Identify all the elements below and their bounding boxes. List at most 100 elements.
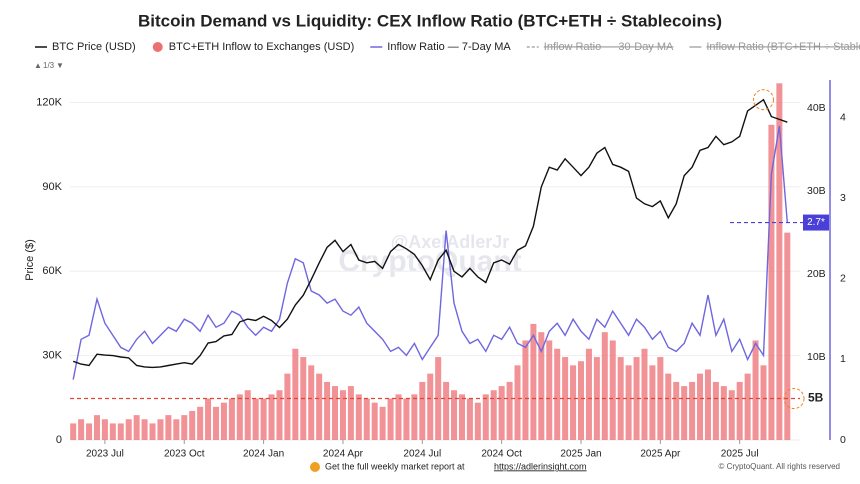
y2-tick-label: 10B [807, 351, 826, 363]
inflow-bar [744, 373, 751, 440]
inflow-bar [181, 415, 188, 440]
inflow-bar [220, 402, 227, 440]
current-level-box [803, 214, 829, 231]
inflow-bar [173, 419, 180, 440]
legend-item[interactable]: BTC+ETH Inflow to Exchanges (USD) [152, 41, 355, 53]
inflow-bar [585, 348, 592, 440]
inflow-bar [252, 398, 259, 440]
inflow-bar [157, 419, 164, 440]
inflow-bar [268, 394, 275, 440]
inflow-bar [419, 381, 426, 440]
inflow-bar [554, 348, 561, 440]
inflow-bar [498, 386, 505, 440]
inflow-bar [443, 381, 450, 440]
copyright: © CryptoQuant. All rights reserved [719, 462, 841, 471]
pager: 1/3 [43, 61, 55, 70]
inflow-bar [244, 390, 251, 440]
inflow-bar [689, 381, 696, 440]
inflow-bar [363, 398, 370, 440]
inflow-bar [141, 419, 148, 440]
inflow-bar [768, 124, 775, 440]
inflow-bar [760, 365, 767, 440]
legend-label: BTC Price (USD) [52, 41, 136, 53]
inflow-bar [411, 394, 418, 440]
inflow-bar [292, 348, 299, 440]
inflow-bar [205, 398, 212, 440]
inflow-bar [562, 357, 569, 440]
inflow-bar [617, 357, 624, 440]
inflow-bar [673, 381, 680, 440]
inflow-bar [458, 394, 465, 440]
inflow-bar [577, 361, 585, 440]
inflow-bar [546, 340, 553, 440]
inflow-bar [308, 365, 315, 440]
y-tick-label: 0 [56, 434, 62, 446]
inflow-bar [697, 373, 704, 440]
inflow-bar [681, 386, 688, 440]
inflow-bar [712, 381, 719, 440]
inflow-bar [379, 406, 386, 440]
x-tick-label: 2024 Jan [243, 449, 284, 460]
inflow-bar [403, 398, 410, 440]
legend-label: Inflow Ratio — 30-Day MA [544, 41, 674, 53]
inflow-bar [784, 232, 791, 440]
footer-text: Get the full weekly market report at [325, 461, 465, 471]
watermark: @AxelAdlerJr [391, 232, 510, 252]
inflow-bar [149, 423, 156, 440]
y-tick-label: 60K [42, 265, 62, 277]
x-tick-label: 2025 Apr [640, 449, 681, 460]
inflow-bar [324, 381, 331, 440]
inflow-bar [86, 423, 93, 440]
inflow-bar [601, 332, 608, 440]
inflow-bar [633, 357, 640, 440]
plot-background [70, 102, 800, 441]
inflow-bar [538, 332, 545, 440]
x-tick-label: 2025 Jul [721, 449, 759, 460]
y3-tick-label: 3 [840, 192, 846, 204]
threshold-label: 5B [808, 391, 824, 405]
inflow-bar [466, 398, 473, 440]
pager-down[interactable]: ▼ [56, 61, 64, 70]
watermark: CryptoQuant [338, 245, 521, 278]
current-level-label: 2.7* [807, 217, 825, 228]
inflow-bar [530, 323, 537, 440]
inflow-bar [93, 415, 100, 440]
inflow-bar [609, 340, 616, 440]
y2-tick-label: 40B [807, 102, 826, 114]
y2-tick-label: 30B [807, 185, 826, 197]
legend-item[interactable]: BTC Price (USD) [35, 41, 136, 53]
inflow-bar [332, 386, 339, 440]
inflow-bar [704, 369, 711, 440]
inflow-bar [665, 373, 672, 440]
inflow-bar [236, 394, 243, 440]
inflow-bar [427, 373, 434, 440]
inflow-bar [490, 390, 497, 440]
inflow-bar [625, 365, 632, 440]
legend-item[interactable]: Inflow Ratio — 7-Day MA [370, 41, 511, 53]
inflow-bar [752, 340, 759, 440]
inflow-bar [101, 419, 108, 440]
pager-up[interactable]: ▲ [34, 61, 42, 70]
legend-swatch [152, 42, 163, 52]
x-tick-label: 2023 Jul [86, 449, 124, 460]
y-tick-label: 90K [42, 181, 62, 193]
series-line [72, 98, 788, 369]
inflow-bar [506, 381, 513, 440]
inflow-bar [276, 390, 283, 440]
x-tick-label: 2023 Oct [164, 449, 205, 460]
y3-tick-label: 1 [840, 353, 846, 365]
footer-icon [310, 462, 320, 472]
inflow-bar [70, 423, 77, 440]
y2-tick-label: 20B [807, 268, 826, 280]
highlight-circle [783, 388, 805, 410]
footer-link[interactable]: https://adlerinsight.com [494, 461, 587, 471]
y3-tick-label: 4 [840, 112, 846, 124]
legend-item[interactable]: Inflow Ratio — 30-Day MA [526, 41, 674, 53]
chart-title: Bitcoin Demand vs Liquidity: CEX Inflow … [138, 11, 722, 30]
inflow-bar [482, 394, 489, 440]
legend-item[interactable]: Inflow Ratio (BTC+ETH ÷ Stablecoins) [689, 41, 860, 53]
inflow-bar [133, 415, 140, 440]
inflow-bar [197, 406, 204, 440]
